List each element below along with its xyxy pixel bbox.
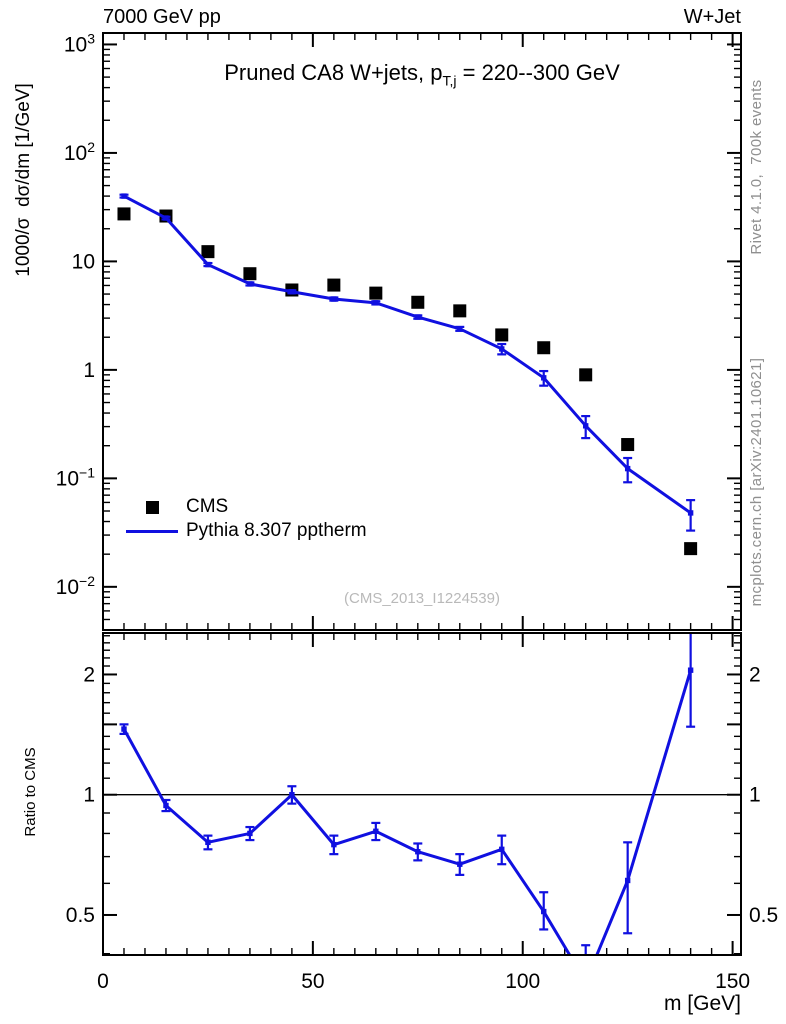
panel-frames	[102, 32, 742, 956]
header-beam-energy: 7000 GeV pp	[103, 6, 221, 28]
svg-text:10−2: 10−2	[56, 573, 96, 599]
ratio-y-axis-title: Ratio to CMS	[22, 747, 39, 837]
svg-text:10−1: 10−1	[56, 464, 96, 490]
series-mc-prediction	[119, 193, 696, 532]
legend-label-mc: Pythia 8.307 pptherm	[186, 520, 367, 541]
svg-text:102: 102	[64, 139, 95, 165]
series-mc-ratio	[119, 634, 696, 954]
analysis-watermark: (CMS_2013_I1224539)	[344, 590, 500, 607]
legend-marker-mc-line	[126, 530, 178, 533]
credit-mcplots-arxiv: mcplots.cern.ch [arXiv:2401.10621]	[748, 357, 765, 607]
svg-text:0.5: 0.5	[749, 904, 778, 927]
plot-title: Pruned CA8 W+jets, pT,j = 220--300 GeV	[103, 60, 741, 88]
svg-text:2: 2	[749, 663, 761, 686]
svg-text:1: 1	[83, 784, 95, 807]
main-y-axis-title: 1000/σ dσ/dm [1/GeV]	[13, 83, 34, 277]
plot-title-subscript: T,j	[442, 72, 457, 89]
x-axis-title: m [GeV]	[663, 992, 741, 1015]
svg-text:1: 1	[83, 359, 95, 382]
svg-text:0: 0	[97, 970, 109, 993]
legend-marker-cms-square	[146, 501, 159, 514]
svg-text:150: 150	[715, 970, 750, 993]
svg-text:2: 2	[83, 663, 95, 686]
svg-text:10: 10	[72, 250, 95, 273]
axis-ticks	[102, 33, 741, 955]
svg-text:1: 1	[749, 784, 761, 807]
header-process: W+Jet	[683, 6, 741, 28]
credit-rivet-version: Rivet 4.1.0, 700k events	[748, 79, 765, 255]
svg-text:50: 50	[301, 970, 324, 993]
plot-title-suffix: = 220--300 GeV	[456, 60, 620, 85]
plot-title-prefix: Pruned CA8 W+jets, p	[224, 60, 443, 85]
legend-label-cms: CMS	[186, 496, 229, 517]
svg-text:100: 100	[505, 970, 540, 993]
svg-text:103: 103	[64, 30, 95, 56]
svg-text:0.5: 0.5	[66, 904, 95, 927]
